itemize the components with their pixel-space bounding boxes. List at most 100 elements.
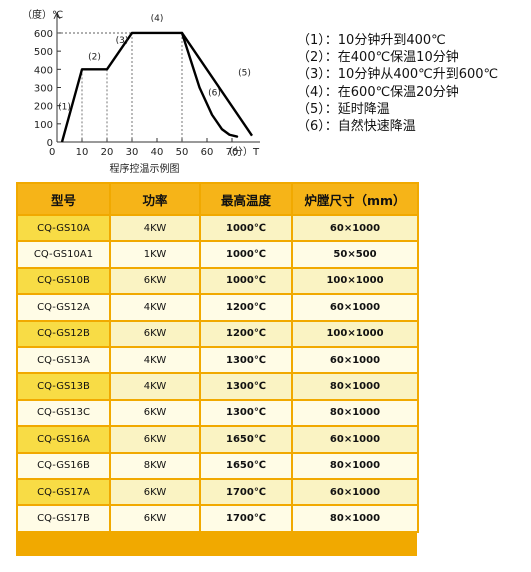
table-row: CQ-GS13C 6KW 1300℃ 80×1000 — [16, 398, 419, 428]
cell-chamber-size: 80×1000 — [291, 398, 419, 428]
y-tick-label: 0 — [47, 138, 53, 149]
stage-annotation: (2) — [88, 52, 101, 62]
cell-max-temp: 1000℃ — [199, 240, 293, 269]
cell-power: 6KW — [109, 398, 201, 428]
step-3: （3）：10分钟从400℃升到600℃ — [297, 67, 499, 83]
cell-max-temp: 1300℃ — [199, 372, 293, 401]
table-row: CQ-GS16A 6KW 1650℃ 60×1000 — [16, 425, 419, 454]
table-row: CQ-GS10A 4KW 1000℃ 60×1000 — [16, 213, 419, 243]
cell-power: 4KW — [109, 293, 201, 322]
cell-model: CQ-GS13B — [16, 372, 111, 401]
cell-max-temp: 1700℃ — [199, 477, 293, 507]
cell-power: 6KW — [109, 477, 201, 507]
cell-max-temp: 1300℃ — [199, 398, 293, 428]
y-tick-label: 300 — [34, 83, 53, 94]
cell-max-temp: 1200℃ — [199, 319, 293, 348]
cell-model: CQ-GS12B — [16, 319, 111, 348]
cell-power: 8KW — [109, 451, 201, 480]
table-row: CQ-GS10B 6KW 1000℃ 100×1000 — [16, 266, 419, 296]
x-tick-label: 30 — [126, 147, 139, 158]
x-origin-label: 0 — [49, 147, 55, 158]
cell-max-temp: 1650℃ — [199, 451, 293, 480]
cell-chamber-size: 100×1000 — [291, 319, 419, 348]
header-power: 功率 — [109, 182, 201, 216]
cell-model: CQ-GS10A1 — [16, 240, 111, 269]
cell-power: 6KW — [109, 319, 201, 348]
stage-annotation: (4) — [151, 14, 164, 24]
cell-model: CQ-GS13A — [16, 345, 111, 375]
stage-annotation: (1) — [58, 102, 71, 112]
cell-chamber-size: 60×1000 — [291, 425, 419, 454]
table-row: CQ-GS12A 4KW 1200℃ 60×1000 — [16, 293, 419, 322]
step-1: （1）：10分钟升到400℃ — [297, 33, 446, 48]
cell-model: CQ-GS12A — [16, 293, 111, 322]
step-6: （6）：自然快速降温 — [297, 119, 416, 135]
table-row: CQ-GS17A 6KW 1700℃ 60×1000 — [16, 477, 419, 507]
table-row: CQ-GS13B 4KW 1300℃ 80×1000 — [16, 372, 419, 401]
y-tick-label: 600 — [34, 29, 53, 40]
y-axis-label: （度）℃ — [22, 8, 63, 21]
y-tick-label: 100 — [34, 120, 53, 131]
step-2: （2）：在400℃保温10分钟 — [297, 50, 459, 66]
x-tick-label: 60 — [201, 147, 214, 158]
table-row: CQ-GS12B 6KW 1200℃ 100×1000 — [16, 319, 419, 348]
stage-annotation: (3) — [116, 36, 129, 46]
cell-chamber-size: 50×500 — [291, 240, 419, 269]
header-model: 型号 — [16, 182, 111, 216]
x-tick-label: 70 — [226, 147, 239, 158]
cell-chamber-size: 60×1000 — [291, 293, 419, 322]
cell-model: CQ-GS13C — [16, 398, 111, 428]
cell-power: 4KW — [109, 345, 201, 375]
x-tick-label: 20 — [101, 147, 114, 158]
table-row: CQ-GS17B 6KW 1700℃ 80×1000 — [16, 504, 419, 533]
series-line-slow-cooling — [60, 31, 253, 143]
y-tick-label: 500 — [34, 47, 53, 58]
cell-max-temp: 1000℃ — [199, 266, 293, 296]
x-tick-label: 40 — [151, 147, 164, 158]
cell-max-temp: 1200℃ — [199, 293, 293, 322]
stage-annotation: (5) — [238, 69, 251, 79]
cell-chamber-size: 80×1000 — [291, 451, 419, 480]
cell-max-temp: 1650℃ — [199, 425, 293, 454]
table-header-row: 型号 功率 最高温度 炉膛尺寸（mm） — [16, 182, 419, 216]
spec-table-wrapper: 型号 功率 最高温度 炉膛尺寸（mm） CQ-GS10A 4KW 1000℃ 60×1… — [16, 182, 419, 556]
cell-max-temp: 1000℃ — [199, 213, 293, 243]
cell-model: CQ-GS10A — [16, 213, 111, 243]
cell-chamber-size: 80×1000 — [291, 372, 419, 401]
step-5: （5）：延时降温 — [297, 101, 390, 117]
temperature-program-chart: 0 100 200 300 400 500 600 10 20 30 40 50 60 70 0 （度）℃ （分… — [22, 8, 260, 175]
table-row: CQ-GS16B 8KW 1650℃ 80×1000 — [16, 451, 419, 480]
cell-chamber-size: 100×1000 — [291, 266, 419, 296]
cell-chamber-size: 60×1000 — [291, 477, 419, 507]
step-list: （1）：10分钟升到400℃ （2）：在400℃保温10分钟 （3）：10分钟从… — [297, 32, 498, 135]
cell-model: CQ-GS17B — [16, 504, 111, 533]
y-axis-arrow — [53, 11, 61, 20]
stage-annotation: (6) — [208, 89, 221, 99]
cell-chamber-size: 60×1000 — [291, 213, 419, 243]
cell-model: CQ-GS17A — [16, 477, 111, 507]
cell-power: 6KW — [109, 504, 201, 533]
x-axis-label: （分）T — [223, 146, 260, 158]
cell-max-temp: 1700℃ — [199, 504, 293, 533]
cell-chamber-size: 80×1000 — [291, 504, 419, 533]
cell-power: 4KW — [109, 372, 201, 401]
chart-caption: 程序控温示例图 — [110, 162, 180, 175]
cell-power: 4KW — [109, 213, 201, 243]
cell-model: CQ-GS16A — [16, 425, 111, 454]
x-tick-label: 50 — [176, 147, 189, 158]
cell-power: 6KW — [109, 425, 201, 454]
cell-power: 6KW — [109, 266, 201, 296]
table-row: CQ-GS10A1 1KW 1000℃ 50×500 — [16, 240, 419, 269]
cell-power: 1KW — [109, 240, 201, 269]
table-row: CQ-GS13A 4KW 1300℃ 60×1000 — [16, 345, 419, 375]
header-chamber-size: 炉膛尺寸（mm） — [291, 182, 419, 216]
spec-table: 型号 功率 最高温度 炉膛尺寸（mm） CQ-GS10A 4KW 1000℃ 60×1… — [16, 182, 419, 533]
y-tick-label: 400 — [34, 65, 53, 76]
cell-model: CQ-GS16B — [16, 451, 111, 480]
cell-chamber-size: 60×1000 — [291, 345, 419, 375]
y-tick-label: 200 — [34, 102, 53, 113]
cell-model: CQ-GS10B — [16, 266, 111, 296]
step-4: （4）：在600℃保温20分钟 — [297, 84, 459, 100]
cell-max-temp: 1300℃ — [199, 345, 293, 375]
series-line-fast-cooling — [180, 31, 239, 138]
